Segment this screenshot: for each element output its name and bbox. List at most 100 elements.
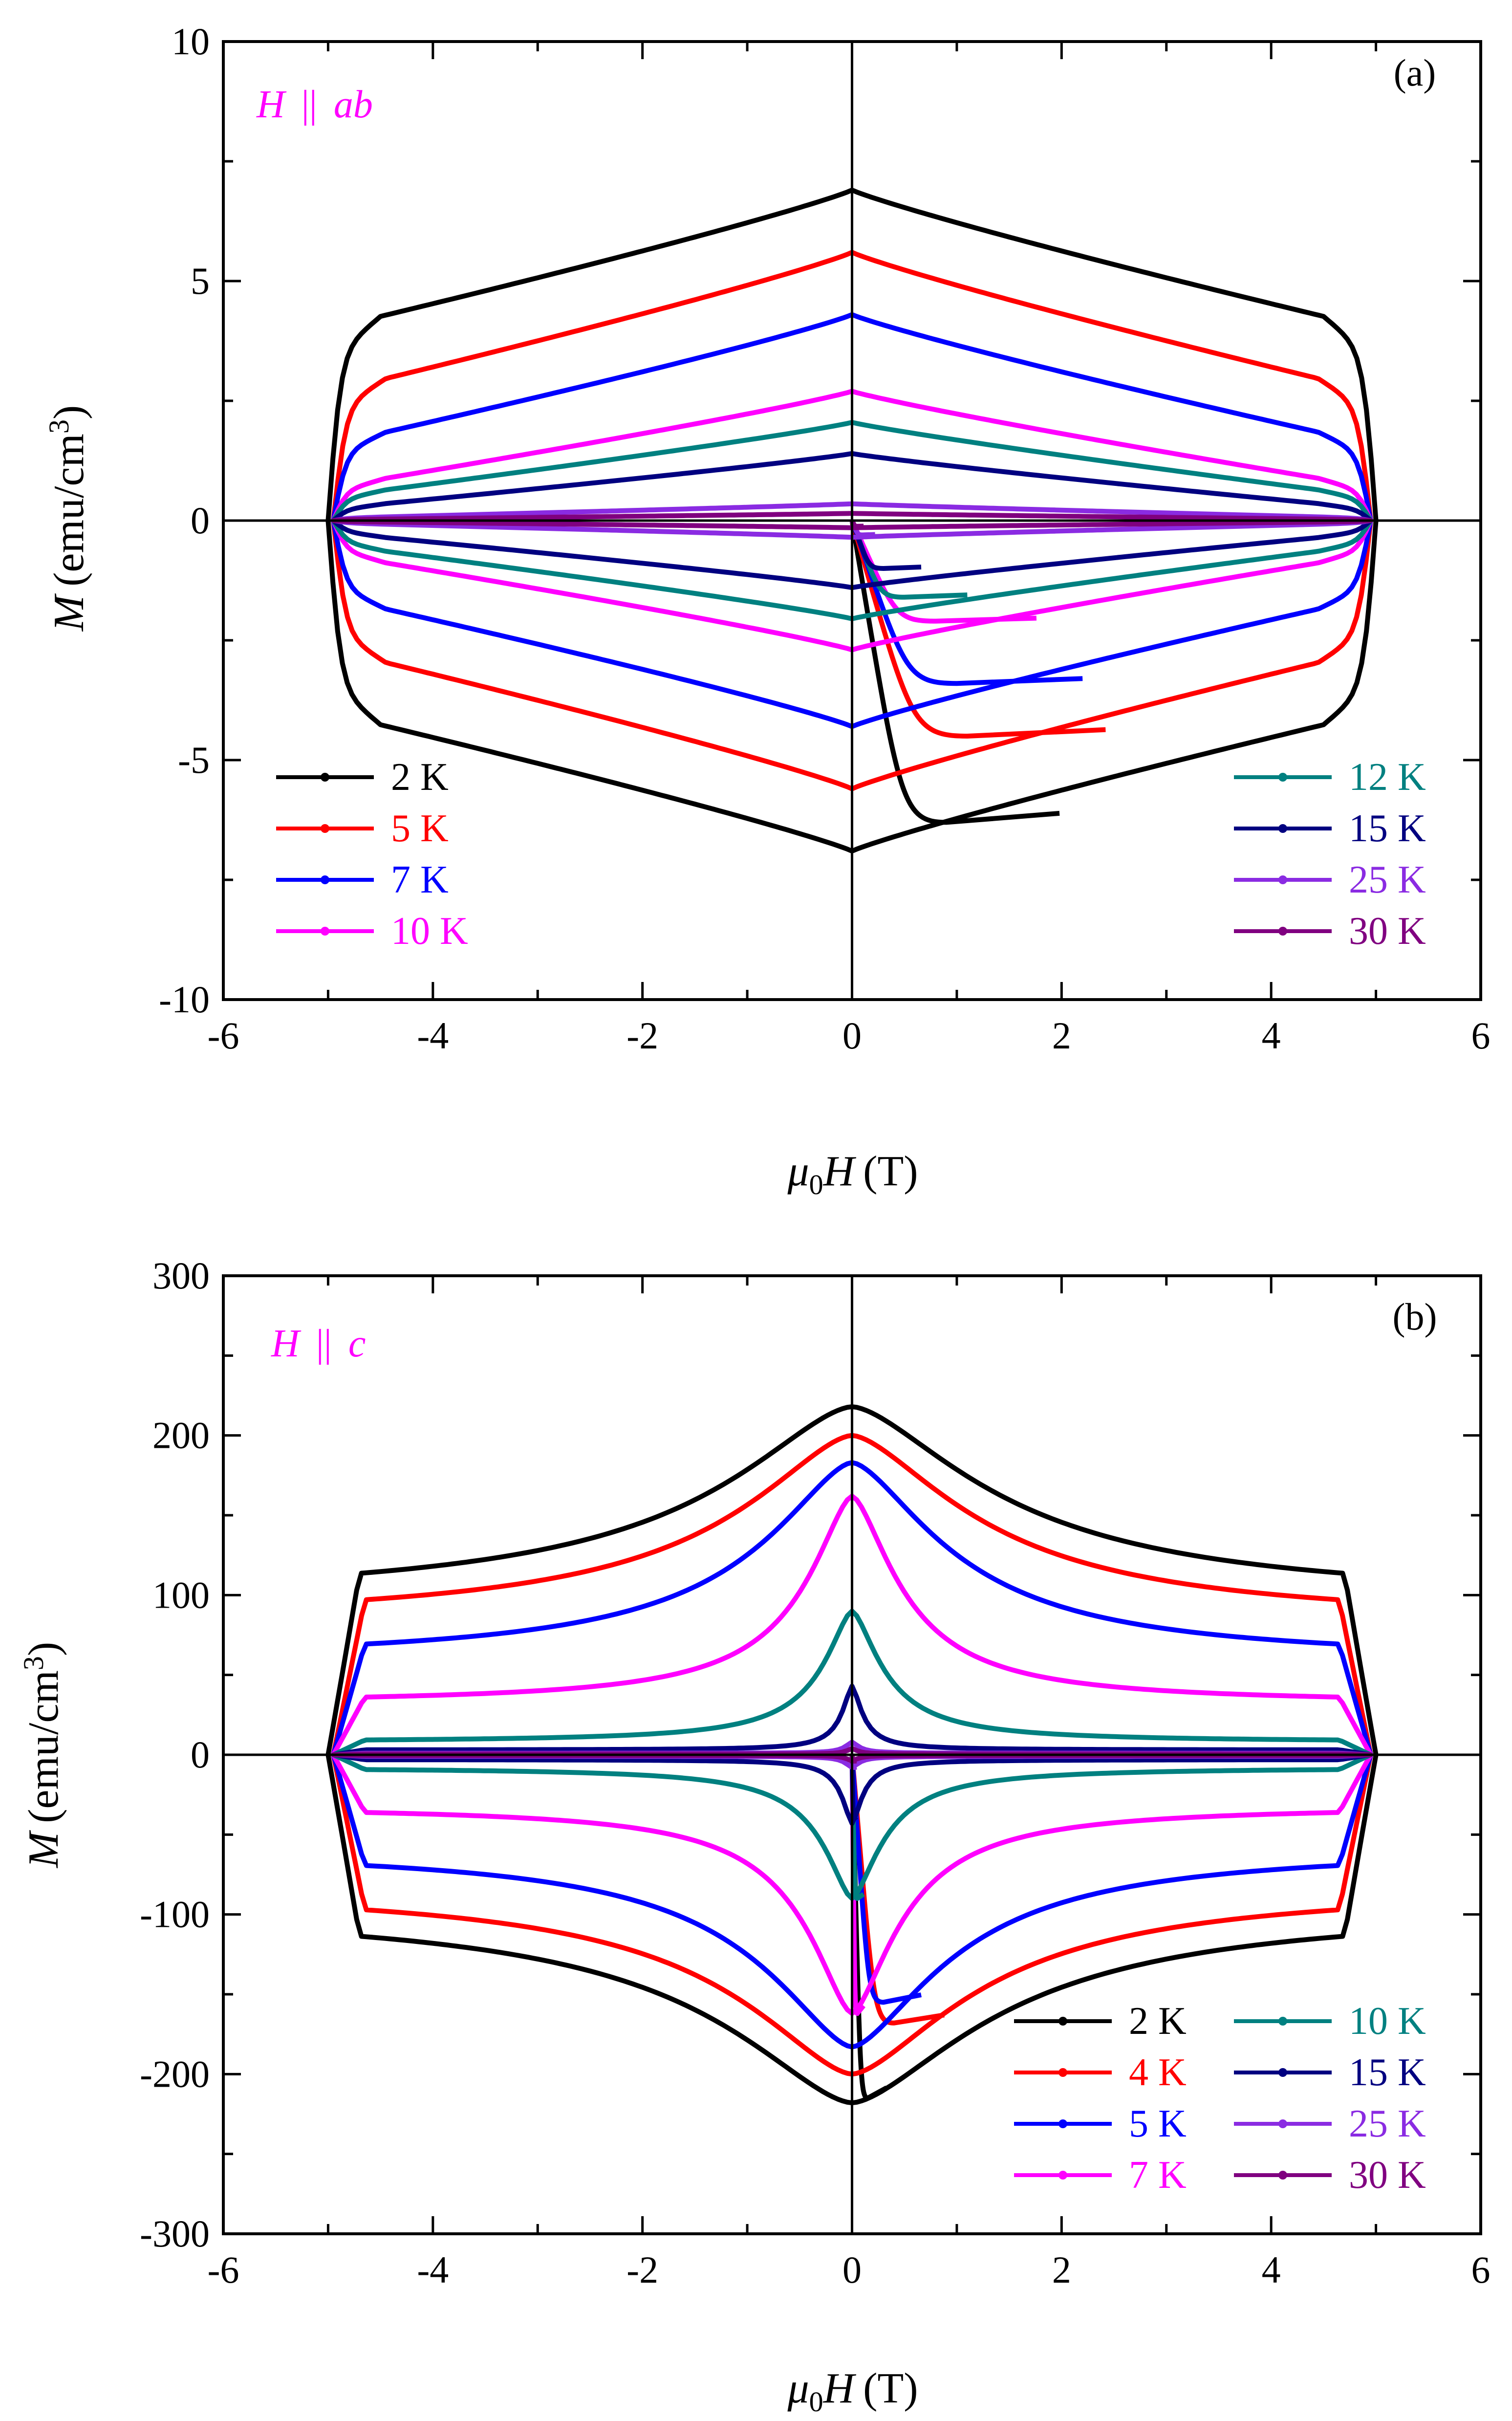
panel-b-ylabel-close: ) — [20, 1642, 67, 1656]
legend-entry-25k: 25 K — [1234, 858, 1426, 901]
y-tick-label: 0 — [191, 1733, 210, 1776]
y-tick-label: 100 — [152, 1573, 210, 1616]
panel-a-legend: 2 K 5 K 7 K 10 K 12 K 15 K 25 K 30 K — [276, 756, 1426, 953]
panel-b-legend: 2 K 4 K 5 K 7 K 10 K 15 K 25 K 30 K — [1014, 2000, 1426, 2197]
x-tick-label: 4 — [1262, 1014, 1281, 1057]
x-tick-label: 0 — [842, 1014, 862, 1057]
y-tick-label: -200 — [140, 2052, 210, 2095]
legend-entry-10k: 10 K — [1234, 2000, 1426, 2043]
panel-a-xlabel-var: H — [823, 1148, 857, 1195]
panel-a-xlabel: μ0H (T) — [787, 1148, 918, 1200]
legend-marker — [321, 927, 329, 936]
legend-marker — [1278, 2171, 1287, 2180]
y-tick-label: 300 — [152, 1254, 210, 1297]
panel-b-ylabel-unit: (emu/cm — [20, 1670, 67, 1823]
legend-entry-2k: 2 K — [276, 756, 449, 799]
x-tick-label: 2 — [1052, 1014, 1071, 1057]
legend-marker — [1058, 2119, 1067, 2128]
legend-label: 30 K — [1349, 910, 1426, 953]
legend-label: 25 K — [1349, 2102, 1426, 2145]
legend-marker — [1058, 2017, 1067, 2026]
legend-marker — [1278, 824, 1287, 833]
legend-marker — [1058, 2068, 1067, 2077]
legend-entry-5k: 5 K — [1014, 2102, 1187, 2145]
x-tick-label: -2 — [626, 2248, 658, 2291]
legend-entry-10k: 10 K — [276, 910, 468, 953]
series-virgin-10k — [849, 519, 1037, 624]
panel-a-xlabel-unit: (T) — [863, 1148, 918, 1195]
y-tick-label: 200 — [152, 1414, 210, 1457]
x-tick-label: -4 — [417, 1014, 449, 1057]
x-tick-label: -6 — [208, 2248, 239, 2291]
legend-entry-5k: 5 K — [276, 807, 449, 850]
series-virgin-2k — [849, 520, 1060, 825]
legend-label: 12 K — [1349, 756, 1426, 799]
panel-b-ylabel-var: M — [20, 1830, 67, 1869]
x-tick-label: 6 — [1471, 2248, 1490, 2291]
legend-marker — [1278, 875, 1287, 884]
y-tick-label: -5 — [178, 739, 210, 781]
legend-label: 7 K — [391, 858, 449, 901]
legend-label: 10 K — [391, 910, 468, 953]
legend-entry-30k: 30 K — [1234, 910, 1426, 953]
panel-a-label: (a) — [1394, 51, 1436, 94]
legend-entry-30k: 30 K — [1234, 2154, 1426, 2197]
x-tick-label: 2 — [1052, 2248, 1071, 2291]
y-tick-label: 5 — [191, 260, 210, 302]
y-tick-label: -300 — [140, 2212, 210, 2255]
legend-label: 2 K — [391, 756, 449, 799]
legend-marker — [1058, 2171, 1067, 2180]
legend-label: 5 K — [391, 807, 449, 850]
panel-a-field-sep: || — [302, 83, 317, 126]
legend-label: 15 K — [1349, 2051, 1426, 2094]
panel-a-ylabel-unit: (emu/cm — [45, 434, 93, 587]
panel-a-ylabel-var: M — [45, 593, 93, 632]
x-tick-label: -4 — [417, 2248, 449, 2291]
legend-label: 15 K — [1349, 807, 1426, 850]
x-tick-label: 6 — [1471, 1014, 1490, 1057]
panel-a-ylabel-sup: 3 — [43, 419, 75, 434]
panel-b-label: (b) — [1393, 1295, 1437, 1338]
legend-entry-12k: 12 K — [1234, 756, 1426, 799]
panel-a-field-dir: ab — [334, 83, 373, 126]
panel-b-xlabel: μ0H (T) — [787, 2365, 918, 2418]
legend-label: 30 K — [1349, 2154, 1426, 2197]
legend-entry-25k: 25 K — [1234, 2102, 1426, 2145]
panel-a: -6 -4 -2 0 2 4 6 -10 -5 0 5 10 (a) H || ab 2 K 5 K 7 … — [43, 20, 1490, 1200]
panel-a-axes: -6 -4 -2 0 2 4 6 -10 -5 0 5 10 — [159, 20, 1490, 1057]
legend-marker — [321, 875, 329, 884]
x-tick-label: -6 — [208, 1014, 239, 1057]
panel-a-ylabel: M (emu/cm3) — [43, 405, 93, 632]
legend-label: 7 K — [1129, 2154, 1187, 2197]
panel-b-field-dir: c — [348, 1322, 366, 1365]
legend-marker — [321, 773, 329, 782]
panel-a-ylabel-close: ) — [45, 405, 93, 419]
y-tick-label: -10 — [159, 978, 210, 1021]
panel-a-xlabel-sub: 0 — [809, 1169, 823, 1200]
x-tick-label: 4 — [1262, 2248, 1281, 2291]
panel-a-field-annotation: H || ab — [256, 83, 373, 126]
panel-b-xlabel-var: H — [823, 2365, 857, 2412]
legend-label: 5 K — [1129, 2102, 1187, 2145]
panel-b-field-annotation: H || c — [271, 1322, 366, 1365]
legend-label: 25 K — [1349, 858, 1426, 901]
panel-a-field-var: H — [256, 83, 287, 126]
panel-a-xlabel-mu: μ — [787, 1148, 809, 1195]
legend-marker — [321, 824, 329, 833]
legend-label: 4 K — [1129, 2051, 1187, 2094]
panel-b-xlabel-sub: 0 — [809, 2386, 823, 2418]
legend-marker — [1278, 2017, 1287, 2026]
legend-marker — [1278, 2119, 1287, 2128]
panel-b-xlabel-mu: μ — [787, 2365, 809, 2412]
legend-entry-4k: 4 K — [1014, 2051, 1187, 2094]
panel-b-ylabel: M (emu/cm3) — [18, 1642, 67, 1869]
y-tick-label: -100 — [140, 1893, 210, 1936]
legend-marker — [1278, 2068, 1287, 2077]
legend-entry-15k: 15 K — [1234, 2051, 1426, 2094]
legend-marker — [1278, 927, 1287, 936]
legend-entry-7k: 7 K — [1014, 2154, 1187, 2197]
legend-entry-7k: 7 K — [276, 858, 449, 901]
y-tick-label: 10 — [172, 20, 210, 63]
legend-marker — [1278, 773, 1287, 782]
